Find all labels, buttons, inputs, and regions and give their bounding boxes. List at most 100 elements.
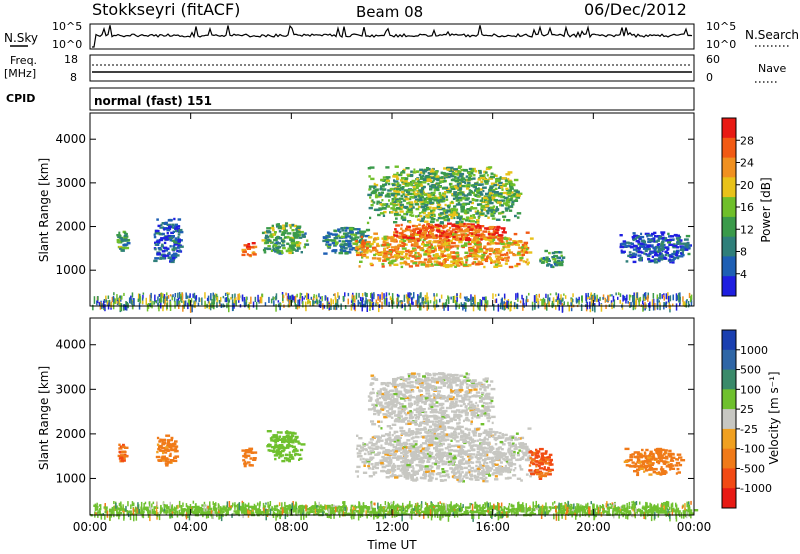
data-cell [174, 440, 178, 443]
data-cell [362, 471, 368, 474]
data-cell [154, 241, 157, 244]
data-cell [391, 239, 396, 243]
data-cell [413, 188, 417, 191]
data-cell [423, 229, 428, 232]
clutter-cell [340, 303, 342, 310]
clutter-cell [172, 294, 174, 298]
clutter-cell [178, 300, 181, 303]
data-cell [466, 185, 471, 188]
data-cell [384, 438, 387, 441]
data-cell [272, 439, 276, 442]
clutter-cell [377, 296, 379, 301]
data-cell [439, 455, 444, 459]
clutter-cell [208, 301, 211, 310]
clutter-cell [625, 298, 627, 304]
data-cell [383, 257, 387, 260]
clutter-cell [635, 299, 637, 305]
data-cell [396, 183, 399, 187]
data-cell [556, 259, 560, 263]
clutter-cell [555, 299, 557, 302]
data-cell [165, 459, 168, 463]
data-cell [342, 243, 348, 247]
data-cell [335, 242, 339, 246]
data-cell [487, 209, 492, 212]
data-cell [485, 248, 489, 251]
data-cell [272, 244, 278, 247]
clutter-cell [644, 301, 646, 309]
clutter-cell [401, 300, 403, 303]
data-cell [672, 257, 676, 260]
clutter-cell [522, 303, 524, 311]
data-cell [447, 449, 452, 452]
data-cell [281, 454, 285, 457]
data-cell [512, 474, 517, 477]
clutter-cell [581, 295, 583, 301]
data-cell [484, 214, 488, 217]
data-cell [242, 250, 247, 253]
clutter-cell [296, 293, 298, 298]
data-cell [411, 224, 415, 228]
data-cell [282, 435, 287, 439]
data-cell [657, 243, 661, 246]
data-cell [359, 230, 364, 233]
data-cell [163, 249, 168, 252]
data-cell [331, 239, 335, 242]
data-cell [401, 241, 405, 245]
data-cell [334, 241, 339, 244]
data-cell [422, 170, 427, 173]
data-cell [388, 199, 390, 202]
clutter-cell [407, 292, 409, 297]
data-cell [286, 435, 292, 439]
data-cell [452, 187, 456, 191]
data-cell [486, 254, 489, 258]
power-colorbar-swatch [722, 118, 736, 139]
clutter-cell [291, 294, 293, 301]
data-cell [428, 246, 432, 249]
clutter-cell [485, 299, 487, 305]
data-cell [290, 242, 295, 245]
data-cell [501, 433, 505, 437]
data-cell [457, 173, 461, 176]
data-cell [431, 428, 435, 431]
data-cell [247, 461, 251, 464]
data-cell [160, 458, 166, 461]
data-cell [422, 234, 427, 237]
data-cell [428, 450, 431, 454]
data-cell [403, 243, 407, 246]
data-cell [348, 229, 354, 232]
clutter-cell [597, 298, 600, 302]
data-cell [404, 183, 408, 186]
data-cell [172, 256, 176, 260]
data-cell [507, 205, 511, 209]
data-cell [291, 236, 295, 240]
data-cell [409, 251, 413, 255]
data-cell [341, 247, 344, 250]
data-cell [643, 252, 646, 255]
data-cell [437, 216, 441, 220]
data-cell [393, 453, 397, 457]
data-cell [369, 166, 375, 169]
data-cell [464, 181, 467, 185]
data-cell [423, 208, 428, 211]
data-cell [286, 242, 290, 245]
data-cell [396, 464, 401, 468]
data-cell [480, 193, 484, 196]
clutter-cell [514, 302, 516, 308]
data-cell [276, 431, 280, 434]
data-cell [664, 253, 668, 256]
data-cell [276, 235, 279, 239]
clutter-cell [361, 297, 364, 304]
data-cell [637, 250, 642, 254]
data-cell [415, 455, 419, 459]
clutter-cell [471, 303, 473, 307]
data-cell [501, 468, 506, 472]
data-cell [247, 243, 251, 246]
data-cell [496, 260, 500, 263]
data-cell [440, 229, 444, 233]
data-cell [457, 257, 463, 260]
data-cell [299, 457, 303, 460]
clutter-cell [527, 299, 529, 302]
data-cell [279, 225, 282, 228]
data-cell [426, 260, 430, 264]
data-cell [449, 263, 455, 267]
